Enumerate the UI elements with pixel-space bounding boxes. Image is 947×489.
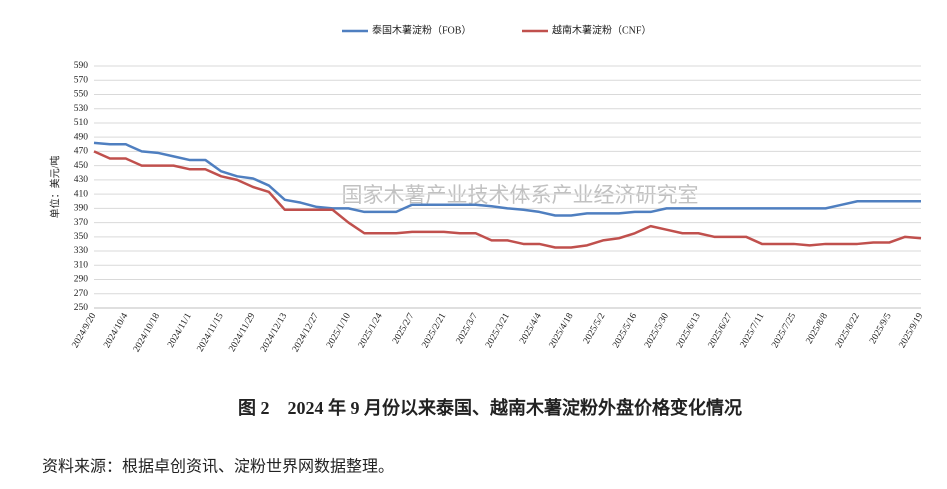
y-tick-label: 410 [74,189,89,199]
x-tick-label: 2024/12/13 [259,311,289,354]
y-axis-label: 单位：美元/吨 [48,156,61,219]
x-tick-label: 2024/10/4 [102,311,130,350]
y-tick-label: 350 [74,232,89,242]
x-tick-label: 2025/3/7 [455,311,481,345]
y-tick-label: 330 [74,246,89,256]
legend-label: 泰国木薯淀粉（FOB） [372,23,471,36]
x-tick-label: 2025/7/11 [739,311,767,349]
x-tick-label: 2024/12/27 [291,311,321,354]
y-tick-label: 450 [74,161,89,171]
x-tick-label: 2025/1/10 [325,311,353,350]
x-tick-label: 2025/4/18 [548,311,576,350]
x-tick-label: 2025/9/19 [898,311,926,350]
x-tick-label: 2025/8/22 [834,311,862,350]
x-tick-label: 2025/6/13 [675,311,703,350]
figure-caption: 图 2 2024 年 9 月份以来泰国、越南木薯淀粉外盘价格变化情况 [238,397,742,418]
x-tick-label: 2025/4/4 [518,311,544,345]
y-tick-label: 530 [74,104,89,114]
x-tick-label: 2024/9/20 [71,311,99,350]
x-tick-label: 2025/2/7 [391,311,417,345]
x-tick-label: 2025/3/21 [484,311,512,350]
x-tick-label: 2025/6/27 [707,311,735,350]
x-tick-label: 2025/5/16 [611,311,639,350]
x-tick-label: 2025/9/5 [868,311,894,345]
y-tick-label: 370 [74,218,89,228]
y-tick-label: 590 [74,61,89,71]
y-tick-label: 250 [74,303,89,313]
x-tick-label: 2025/5/30 [643,311,671,350]
y-tick-label: 270 [74,289,89,299]
y-tick-label: 470 [74,147,89,157]
series-line [93,150,922,249]
legend-label: 越南木薯淀粉（CNF） [552,23,651,36]
x-tick-label: 2025/1/24 [357,311,385,350]
figure-source: 资料来源：根据卓创资讯、淀粉世界网数据整理。 [42,458,394,476]
x-tick-label: 2024/11/1 [166,311,194,349]
y-tick-label: 550 [74,90,89,100]
series-line [93,141,921,217]
x-tick-label: 2024/11/15 [196,311,226,353]
x-tick-label: 2025/7/25 [770,311,798,350]
x-tick-label: 2025/8/8 [805,311,831,345]
y-tick-label: 310 [74,260,89,270]
x-tick-label: 2024/10/18 [132,311,162,354]
y-tick-label: 390 [74,204,89,214]
y-tick-label: 430 [74,175,89,185]
y-tick-label: 290 [74,275,89,285]
x-tick-label: 2024/11/29 [227,311,257,353]
y-tick-label: 510 [74,118,89,128]
x-tick-label: 2025/2/21 [420,311,448,350]
y-tick-label: 490 [74,132,89,142]
watermark: 国家木薯产业技术体系产业经济研究室 [342,183,699,207]
x-tick-label: 2025/5/2 [582,311,608,345]
y-tick-label: 570 [74,75,89,85]
